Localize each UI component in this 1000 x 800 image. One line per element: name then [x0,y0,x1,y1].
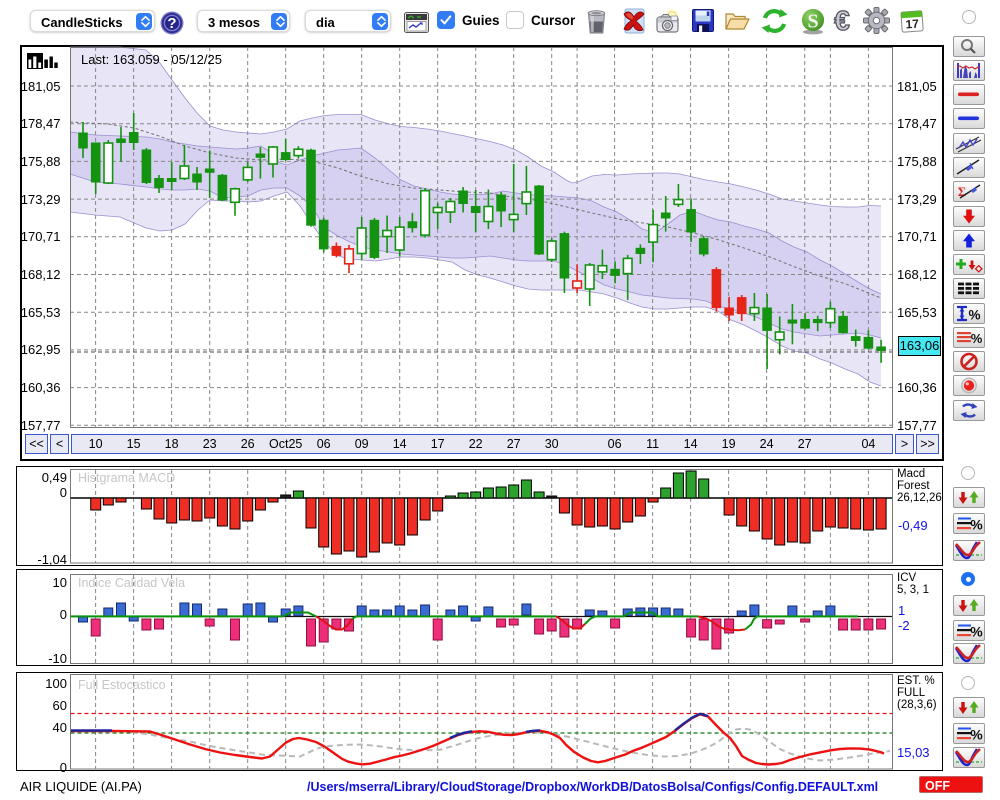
svg-text:Σ: Σ [958,184,967,199]
svg-text:%: % [970,517,983,533]
svg-text:%: % [970,727,983,743]
svg-text:17: 17 [905,17,920,32]
svg-text:%: % [971,331,983,346]
svg-text:?: ? [167,15,176,32]
svg-text:S: S [807,11,818,33]
svg-text:€: € [834,6,850,35]
svg-text:%: % [968,308,980,323]
svg-text:%: % [970,624,983,640]
